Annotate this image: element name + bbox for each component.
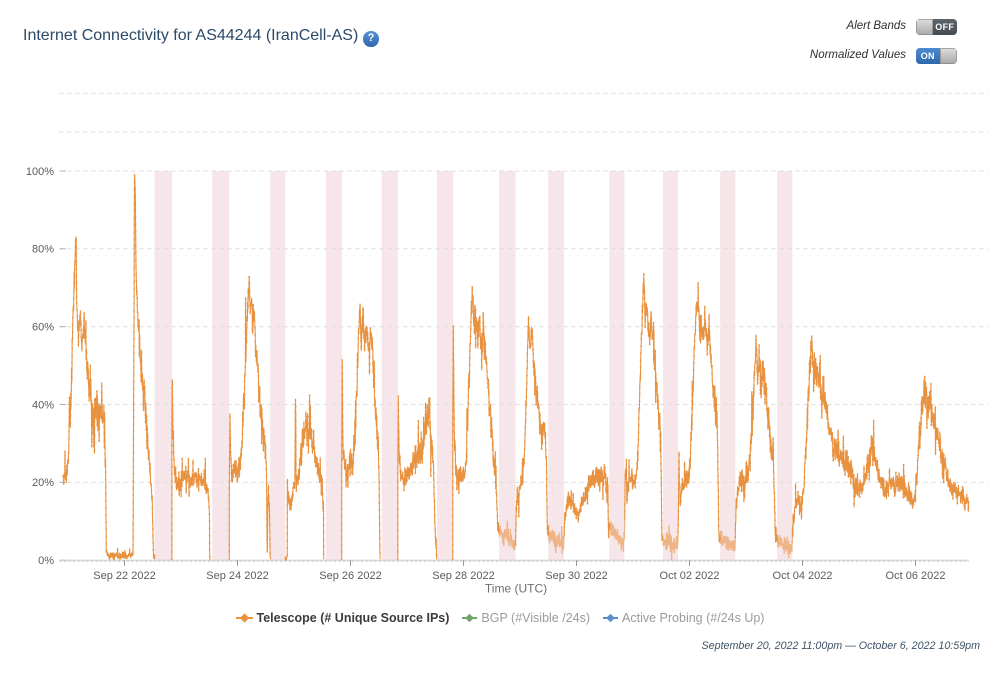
svg-text:100%: 100% [26, 166, 54, 178]
svg-text:Oct 06 2022: Oct 06 2022 [886, 570, 946, 582]
svg-text:0%: 0% [38, 555, 54, 567]
svg-text:Oct 04 2022: Oct 04 2022 [773, 570, 833, 582]
svg-text:Sep 22 2022: Sep 22 2022 [93, 570, 155, 582]
svg-text:Sep 28 2022: Sep 28 2022 [432, 570, 494, 582]
svg-text:Sep 26 2022: Sep 26 2022 [319, 570, 381, 582]
svg-text:Oct 02 2022: Oct 02 2022 [660, 570, 720, 582]
svg-text:40%: 40% [32, 399, 54, 411]
svg-text:Time (UTC): Time (UTC) [485, 582, 547, 596]
svg-text:Sep 24 2022: Sep 24 2022 [206, 570, 268, 582]
svg-text:60%: 60% [32, 322, 54, 334]
svg-text:Sep 30 2022: Sep 30 2022 [545, 570, 607, 582]
svg-text:80%: 80% [32, 244, 54, 256]
svg-text:20%: 20% [32, 477, 54, 489]
